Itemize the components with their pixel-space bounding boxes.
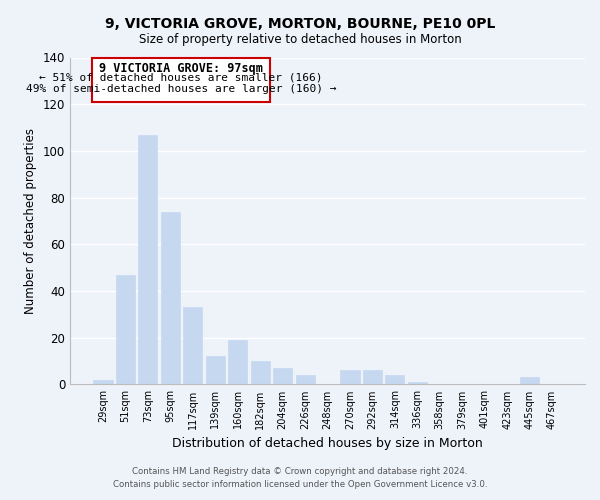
Bar [206,356,225,384]
X-axis label: Distribution of detached houses by size in Morton: Distribution of detached houses by size … [172,437,483,450]
Bar [340,370,359,384]
Bar [385,375,404,384]
Text: 9, VICTORIA GROVE, MORTON, BOURNE, PE10 0PL: 9, VICTORIA GROVE, MORTON, BOURNE, PE10 … [105,18,495,32]
Bar [161,212,180,384]
Bar [116,274,135,384]
Bar [273,368,292,384]
Bar [363,370,382,384]
Text: Size of property relative to detached houses in Morton: Size of property relative to detached ho… [139,32,461,46]
Bar [228,340,247,384]
Bar [408,382,427,384]
Bar [94,380,113,384]
Bar [183,308,202,384]
Text: Contains HM Land Registry data © Crown copyright and database right 2024.
Contai: Contains HM Land Registry data © Crown c… [113,467,487,489]
FancyBboxPatch shape [92,58,270,102]
Bar [139,134,157,384]
Bar [296,375,314,384]
Text: 49% of semi-detached houses are larger (160) →: 49% of semi-detached houses are larger (… [26,84,336,94]
Y-axis label: Number of detached properties: Number of detached properties [24,128,37,314]
Bar [520,378,539,384]
Bar [251,361,270,384]
Text: 9 VICTORIA GROVE: 97sqm: 9 VICTORIA GROVE: 97sqm [99,62,263,74]
Text: ← 51% of detached houses are smaller (166): ← 51% of detached houses are smaller (16… [39,72,323,83]
